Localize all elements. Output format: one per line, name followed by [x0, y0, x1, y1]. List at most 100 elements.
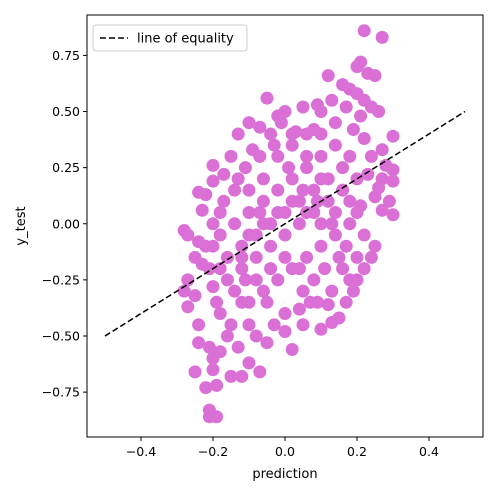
data-point-19	[296, 100, 310, 114]
line-of-equality	[104, 110, 466, 337]
data-point-73	[285, 343, 299, 356]
data-point-161	[336, 262, 350, 276]
data-point-112	[242, 206, 256, 219]
data-point-157	[296, 183, 310, 197]
data-point-61	[199, 381, 213, 395]
data-point-22	[231, 127, 245, 141]
data-point-167	[249, 273, 263, 287]
data-point-83	[357, 262, 371, 276]
data-point-54	[192, 318, 206, 332]
data-point-181	[278, 307, 292, 320]
x-tick-label: 0.2	[347, 444, 367, 459]
data-point-193	[350, 206, 364, 219]
data-point-41	[213, 206, 227, 219]
data-point-130	[256, 172, 270, 186]
data-point-170	[256, 217, 270, 231]
data-point-131	[271, 149, 285, 163]
data-point-156	[282, 161, 296, 175]
data-point-102	[321, 194, 335, 208]
data-point-176	[343, 194, 357, 208]
data-point-107	[314, 149, 328, 163]
data-point-16	[260, 91, 274, 105]
data-point-103	[336, 183, 350, 197]
data-point-15	[314, 105, 328, 118]
data-point-188	[332, 250, 346, 264]
data-point-191	[253, 206, 267, 219]
data-point-75	[296, 318, 310, 332]
data-point-97	[249, 250, 263, 264]
y-tick-label: 0.75	[52, 48, 80, 63]
data-point-70	[231, 340, 245, 354]
data-point-137	[364, 149, 378, 163]
y-tick-label: 0.25	[52, 160, 80, 175]
points-layer	[177, 24, 400, 424]
data-point-195	[354, 109, 368, 123]
data-point-59	[206, 363, 220, 377]
data-point-177	[314, 172, 328, 186]
data-point-62	[210, 378, 224, 392]
data-point-149	[213, 262, 227, 276]
data-point-171	[271, 206, 285, 219]
data-point-88	[343, 273, 357, 287]
y-tick-label: 0.50	[52, 104, 80, 119]
data-point-44	[181, 228, 195, 242]
data-point-135	[346, 123, 360, 136]
data-point-152	[228, 183, 242, 197]
data-point-126	[264, 127, 278, 141]
data-point-0	[357, 24, 371, 38]
data-point-95	[220, 273, 234, 287]
data-point-116	[235, 239, 249, 253]
data-point-141	[328, 228, 342, 242]
data-point-128	[231, 172, 245, 186]
data-point-140	[343, 217, 357, 231]
data-point-90	[296, 284, 310, 298]
data-point-146	[256, 284, 270, 298]
data-point-108	[300, 161, 314, 175]
data-point-106	[328, 138, 342, 152]
legend: line of equality	[92, 24, 248, 52]
data-point-145	[271, 273, 285, 287]
data-point-68	[242, 356, 256, 370]
data-point-60	[188, 365, 202, 379]
data-point-34	[206, 158, 220, 172]
data-point-150	[206, 239, 220, 253]
data-point-6	[350, 60, 364, 74]
data-point-87	[350, 250, 364, 264]
data-point-58	[213, 345, 227, 359]
data-point-65	[210, 410, 224, 424]
data-point-109	[285, 172, 299, 186]
data-point-189	[318, 262, 332, 276]
data-point-158	[310, 194, 324, 208]
data-point-172	[285, 194, 299, 208]
data-point-110	[271, 183, 285, 197]
axes-frame	[86, 14, 484, 438]
data-point-165	[278, 250, 292, 264]
data-point-100	[292, 217, 306, 231]
data-point-85	[368, 239, 382, 253]
data-point-133	[300, 127, 314, 141]
data-point-194	[372, 181, 386, 195]
data-point-178	[300, 149, 314, 163]
data-point-4	[368, 69, 382, 83]
data-point-160	[339, 239, 353, 253]
data-point-104	[350, 172, 364, 186]
data-point-32	[386, 208, 400, 222]
data-point-143	[300, 250, 314, 264]
data-point-147	[242, 295, 256, 309]
data-point-11	[325, 93, 339, 107]
data-point-159	[325, 217, 339, 231]
data-point-164	[292, 262, 306, 276]
data-point-99	[278, 228, 292, 242]
data-point-134	[314, 127, 328, 141]
x-tick-label: −0.2	[198, 444, 228, 459]
data-point-93	[224, 318, 238, 332]
data-point-142	[314, 239, 328, 253]
data-point-187	[206, 280, 220, 294]
data-point-180	[274, 116, 288, 130]
data-point-38	[217, 167, 231, 181]
y-tick-label: 0.00	[52, 216, 80, 231]
data-point-51	[177, 284, 191, 298]
data-point-186	[210, 295, 224, 309]
x-axis-ticks: −0.4 −0.2 0.0 0.2 0.4	[126, 437, 439, 459]
